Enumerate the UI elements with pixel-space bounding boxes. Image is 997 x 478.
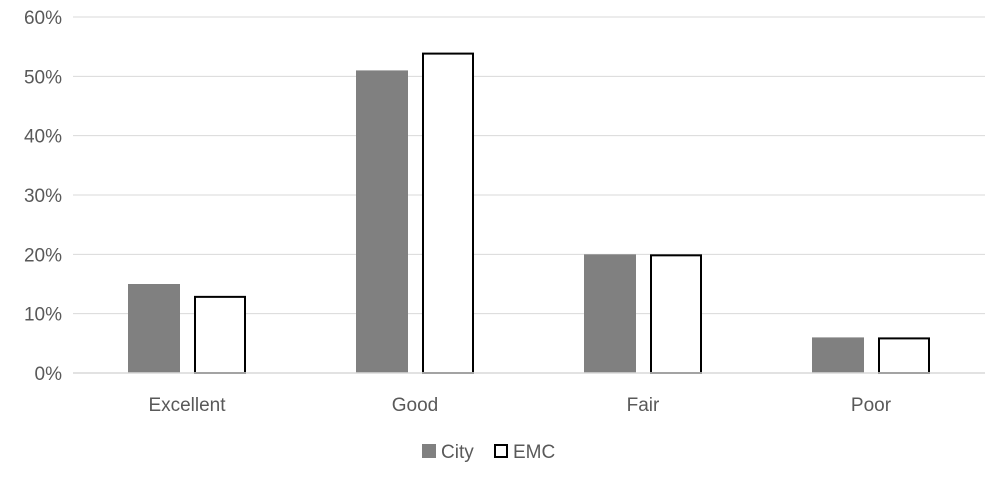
y-tick-label: 20%	[24, 245, 62, 266]
category-labels: Excellent Good Fair Poor	[148, 395, 891, 416]
bar-emc-poor	[878, 337, 930, 374]
legend-swatch-emc	[494, 444, 508, 458]
x-category-label: Fair	[627, 395, 660, 416]
x-category-label: Poor	[851, 395, 892, 416]
legend-swatch-city	[422, 444, 436, 458]
bar-emc-good	[422, 52, 474, 374]
y-tick-label: 60%	[24, 8, 62, 29]
y-tick-label: 40%	[24, 127, 62, 148]
legend: City EMC	[422, 442, 555, 463]
x-category-label: Good	[392, 395, 438, 416]
bar-emc-excellent	[194, 295, 246, 374]
bar-city-excellent	[128, 284, 180, 373]
bar-city-good	[356, 70, 408, 374]
y-tick-label: 10%	[24, 305, 62, 326]
bar-city-fair	[584, 254, 636, 373]
bar-city-poor	[812, 337, 864, 373]
y-tick-label: 30%	[24, 186, 62, 207]
x-category-label: Excellent	[148, 395, 226, 416]
legend-label-city: City	[441, 442, 474, 463]
y-axis-ticks: 0% 10% 20% 30% 40% 50% 60%	[24, 8, 62, 385]
gridlines	[73, 16, 985, 315]
y-tick-label: 50%	[24, 67, 62, 88]
y-tick-label: 0%	[35, 364, 63, 385]
bars	[128, 52, 930, 374]
legend-label-emc: EMC	[513, 442, 555, 463]
bar-emc-fair	[650, 254, 702, 374]
